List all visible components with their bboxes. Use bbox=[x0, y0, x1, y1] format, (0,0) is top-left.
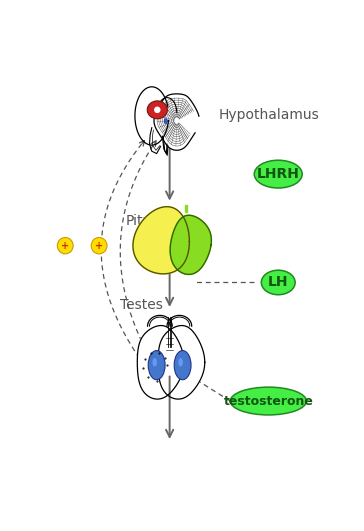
Ellipse shape bbox=[178, 358, 183, 366]
Ellipse shape bbox=[148, 350, 165, 380]
Polygon shape bbox=[133, 207, 189, 274]
Ellipse shape bbox=[153, 358, 157, 366]
Polygon shape bbox=[157, 98, 177, 117]
Ellipse shape bbox=[254, 160, 302, 188]
Ellipse shape bbox=[174, 350, 191, 380]
Text: LHRH: LHRH bbox=[257, 167, 300, 181]
Text: testosterone: testosterone bbox=[223, 395, 313, 407]
Polygon shape bbox=[170, 215, 211, 275]
Polygon shape bbox=[137, 326, 184, 399]
Ellipse shape bbox=[91, 237, 107, 254]
Polygon shape bbox=[154, 94, 199, 150]
Text: Hypothalamus: Hypothalamus bbox=[219, 108, 320, 122]
Text: LH: LH bbox=[268, 276, 289, 289]
Ellipse shape bbox=[164, 119, 167, 124]
Ellipse shape bbox=[154, 107, 161, 113]
Polygon shape bbox=[185, 205, 187, 212]
Ellipse shape bbox=[230, 387, 306, 415]
Ellipse shape bbox=[261, 270, 295, 295]
Polygon shape bbox=[158, 326, 205, 399]
Polygon shape bbox=[162, 136, 167, 157]
Ellipse shape bbox=[147, 101, 167, 119]
Text: +: + bbox=[61, 241, 69, 251]
Polygon shape bbox=[135, 87, 169, 145]
Ellipse shape bbox=[58, 237, 73, 254]
Text: Pituitary: Pituitary bbox=[126, 214, 184, 228]
Text: Testes: Testes bbox=[120, 298, 163, 312]
Text: +: + bbox=[95, 241, 103, 251]
